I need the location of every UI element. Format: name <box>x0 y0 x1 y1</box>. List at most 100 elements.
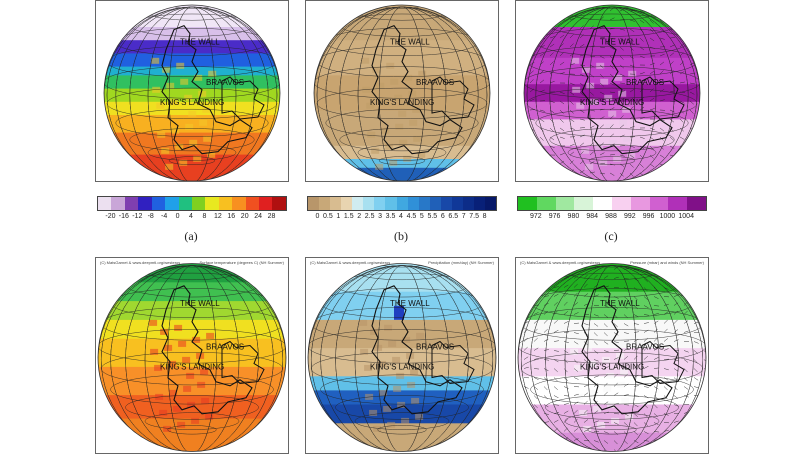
colorbar-swatch <box>246 197 259 210</box>
panel-caption: (b) <box>394 229 408 244</box>
tick-label: -12 <box>132 213 142 220</box>
colorbar-swatch <box>397 197 408 210</box>
tick-label: 0 <box>176 213 180 220</box>
tick-label: 0.5 <box>323 213 333 220</box>
colorbar-swatch <box>259 197 272 210</box>
colorbar-swatch <box>631 197 650 210</box>
colorbar-swatch <box>98 197 111 210</box>
colorbar-swatch <box>537 197 556 210</box>
temperature-colorbar <box>97 196 287 211</box>
colorbar-swatch <box>319 197 330 210</box>
tick-label: 2.5 <box>365 213 375 220</box>
globe-map: THE WALL BRAAVOS KING'S LANDING <box>516 1 708 181</box>
tick-label: 996 <box>643 213 655 220</box>
panel-subtitle: Pressure (mbar) and winds (NH Summer) <box>630 260 704 265</box>
braavos-label: BRAAVOS <box>206 78 244 87</box>
colorbar-swatch <box>408 197 419 210</box>
tick-label: 972 <box>530 213 542 220</box>
tick-label: 4.5 <box>407 213 417 220</box>
colorbar-swatch <box>179 197 192 210</box>
tick-label: 1004 <box>678 213 694 220</box>
colorbar-swatch <box>668 197 687 210</box>
colorbar-swatch <box>341 197 352 210</box>
tick-label: 7.5 <box>469 213 479 220</box>
tick-label: 4 <box>189 213 193 220</box>
tick-label: 8 <box>483 213 487 220</box>
tick-label: 976 <box>549 213 561 220</box>
colorbar-swatch <box>452 197 463 210</box>
tick-label: 20 <box>241 213 249 220</box>
panel-subtitle: Surface temperature (degrees C) (NH Summ… <box>200 260 284 265</box>
colorbar-swatch <box>125 197 138 210</box>
braavos-label: BRAAVOS <box>626 343 664 352</box>
panel-caption: (a) <box>184 229 197 244</box>
credit-text: (C) MatsGarnet & www.deepmtl.org/westero… <box>310 260 390 265</box>
the-wall-label: THE WALL <box>180 38 220 47</box>
colorbar-swatch <box>192 197 205 210</box>
kings-landing-label: KING'S LANDING <box>160 363 224 372</box>
colorbar-swatch <box>111 197 124 210</box>
colorbar-swatch <box>330 197 341 210</box>
tick-label: 2 <box>357 213 361 220</box>
kings-landing-label: KING'S LANDING <box>580 98 644 107</box>
colorbar-swatch <box>593 197 612 210</box>
colorbar-swatch <box>138 197 151 210</box>
globe-map: THE WALL BRAAVOS KING'S LANDING <box>306 258 498 453</box>
tick-label: -8 <box>148 213 154 220</box>
colorbar-swatch <box>232 197 245 210</box>
kings-landing-label: KING'S LANDING <box>370 98 434 107</box>
tick-label: 3 <box>378 213 382 220</box>
the-wall-label: THE WALL <box>390 299 430 308</box>
tick-label: 12 <box>214 213 222 220</box>
map-panel-precip-winter: THE WALL BRAAVOS KING'S LANDING <box>305 0 499 182</box>
credit-text: (C) MatsGarnet & www.deepmtl.org/westero… <box>520 260 600 265</box>
tick-label: 984 <box>586 213 598 220</box>
tick-label: -20 <box>105 213 115 220</box>
braavos-label: BRAAVOS <box>416 78 454 87</box>
tick-label: 1000 <box>660 213 676 220</box>
tick-label: 4 <box>399 213 403 220</box>
colorbar-swatch <box>419 197 430 210</box>
colorbar-swatch <box>308 197 319 210</box>
colorbar-swatch <box>474 197 485 210</box>
tick-label: 0 <box>315 213 319 220</box>
tick-label: 992 <box>624 213 636 220</box>
precipitation-colorbar <box>307 196 497 211</box>
the-wall-label: THE WALL <box>600 299 640 308</box>
tick-label: 16 <box>227 213 235 220</box>
tick-label: 28 <box>268 213 276 220</box>
colorbar-swatch <box>363 197 374 210</box>
tick-label: 1.5 <box>344 213 354 220</box>
colorbar-swatch <box>219 197 232 210</box>
globe-map: THE WALL BRAAVOS KING'S LANDING <box>516 258 708 453</box>
tick-label: 24 <box>254 213 262 220</box>
tick-label: 3.5 <box>386 213 396 220</box>
tick-label: 6.5 <box>448 213 458 220</box>
colorbar-swatch <box>441 197 452 210</box>
colorbar-swatch <box>205 197 218 210</box>
panel-caption: (c) <box>604 229 617 244</box>
tick-label: 5.5 <box>427 213 437 220</box>
kings-landing-label: KING'S LANDING <box>580 363 644 372</box>
the-wall-label: THE WALL <box>390 38 430 47</box>
colorbar-swatch <box>687 197 706 210</box>
globe-map: THE WALL BRAAVOS KING'S LANDING <box>306 1 498 181</box>
map-panel-temperature-summer: (C) MatsGarnet & www.deepmtl.org/westero… <box>95 257 289 454</box>
braavos-label: BRAAVOS <box>626 78 664 87</box>
kings-landing-label: KING'S LANDING <box>370 363 434 372</box>
colorbar-swatch <box>165 197 178 210</box>
tick-label: -4 <box>161 213 167 220</box>
colorbar-swatch <box>272 197 285 210</box>
the-wall-label: THE WALL <box>180 299 220 308</box>
braavos-label: BRAAVOS <box>416 343 454 352</box>
map-panel-pressure-winter: THE WALL BRAAVOS KING'S LANDING <box>515 0 709 182</box>
colorbar-swatch <box>556 197 575 210</box>
the-wall-label: THE WALL <box>600 38 640 47</box>
tick-label: 988 <box>605 213 617 220</box>
